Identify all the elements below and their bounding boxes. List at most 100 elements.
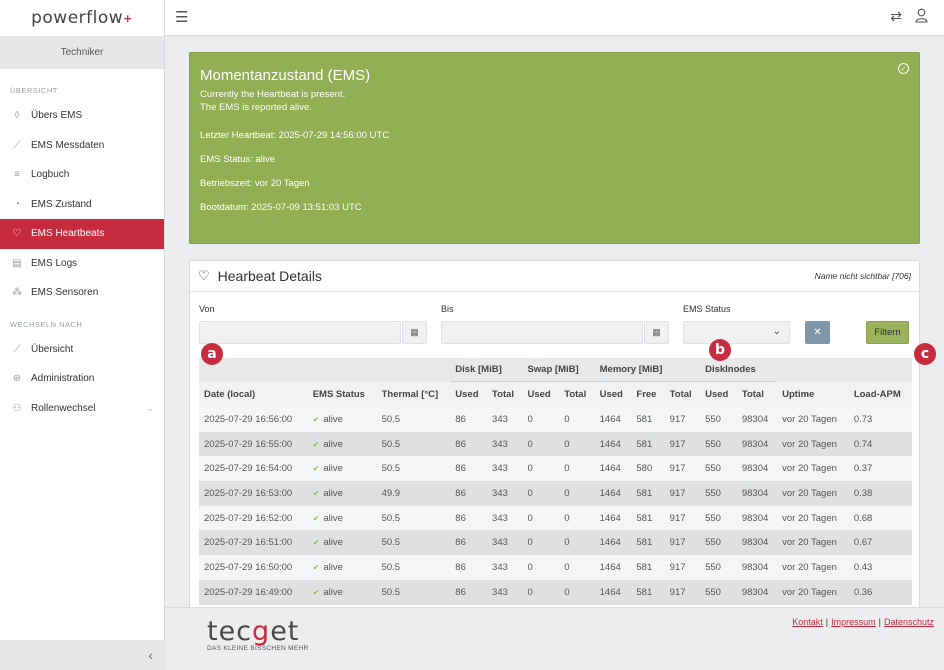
nav-item-rollenwechsel[interactable]: ⚇ Rollenwechsel ⌄ <box>0 394 164 424</box>
table-cell: 0.67 <box>853 537 873 549</box>
table-row: 2025-07-29 16:54:00 ✔ alive 50.5 86 343 0 0 1464… <box>199 456 912 482</box>
table-cell: vor 20 Tagen <box>782 463 837 475</box>
table-cell: 917 <box>669 586 686 598</box>
nav-item-ems-messdaten[interactable]: ⟋ EMS Messdaten <box>0 131 164 161</box>
table-cell: 50.5 <box>381 463 401 475</box>
calendar-icon[interactable]: ▦ <box>644 321 669 344</box>
column-header: EMS Status <box>307 381 377 407</box>
table-cell: ✔ alive <box>308 432 377 457</box>
link-datenschutz[interactable]: Datenschutz <box>883 617 934 627</box>
table-cell: 86 <box>455 413 466 425</box>
nav-item-ems-sensoren[interactable]: ⁂ EMS Sensoren <box>0 278 164 308</box>
table-cell: 550 <box>705 487 721 499</box>
status-text: alive <box>323 413 343 425</box>
table-row: 2025-07-29 16:56:00 ✔ alive 50.5 86 343 0 0 1464… <box>199 407 912 432</box>
device-name: Name nicht sichtbar [706] <box>814 271 911 281</box>
nav-item-uebersicht[interactable]: ⟋ Übersicht <box>0 335 164 365</box>
table-cell: 917 <box>669 512 686 524</box>
section-title-overview: ÜBERSICHT <box>10 86 58 95</box>
user-icon[interactable] <box>915 8 928 26</box>
table-cell: 50.5 <box>381 537 401 549</box>
table-cell: 86 <box>455 487 466 499</box>
gauge-icon: ◔ <box>13 198 21 210</box>
table-cell: 0 <box>564 512 570 524</box>
von-input[interactable] <box>199 321 401 344</box>
link-kontakt[interactable]: Kontakt <box>792 617 823 627</box>
table-cell: 581 <box>636 537 653 549</box>
sidebar: powerflow + Techniker ÜBERSICHT ◊ Übers EM… <box>0 0 165 670</box>
nav-item-administration[interactable]: ⊛ Administration <box>0 364 164 394</box>
column-header: Uptime <box>777 381 849 407</box>
bis-input[interactable] <box>441 321 643 344</box>
logo-text: powerflow <box>31 8 124 28</box>
table-cell: 50.5 <box>381 586 401 598</box>
clear-filter-button[interactable]: ✕ <box>805 321 830 344</box>
check-icon: ✔ <box>312 562 320 572</box>
table-cell: 86 <box>455 561 466 573</box>
nav-label: Logbuch <box>31 169 70 181</box>
table-cell: 917 <box>669 438 686 450</box>
table-cell: ✔ alive <box>308 407 377 432</box>
ems-status-label: EMS Status <box>683 304 731 314</box>
group-header-swap: Swap [MiB] <box>522 358 595 382</box>
table-cell: 86 <box>455 438 466 450</box>
column-header: Date (local) <box>199 381 308 407</box>
table-cell: 2025-07-29 16:49:00 <box>204 586 293 598</box>
nav-item-ems-logs[interactable]: ▤ EMS Logs <box>0 249 164 279</box>
check-icon: ✔ <box>312 513 320 523</box>
status-text: alive <box>323 537 343 549</box>
swap-icon[interactable]: ⇄ <box>890 8 902 24</box>
table-cell: 550 <box>705 463 721 475</box>
table-cell: 1464 <box>599 463 621 475</box>
list-icon: ≡ <box>14 169 20 181</box>
table-cell: 0 <box>564 463 570 475</box>
brand-pre: tec <box>207 616 253 647</box>
table-cell: 0 <box>564 586 570 598</box>
hamburger-menu-icon[interactable]: ☰ <box>175 9 189 26</box>
heartbeat-table: Disk [MiB] Swap [MiB] Memory [MiB] DiskI… <box>199 358 912 605</box>
table-cell: 343 <box>492 463 508 475</box>
bis-label: Bis <box>441 304 454 314</box>
footer-links: Kontakt | Impressum | Datenschutz <box>792 617 934 627</box>
table-row: 2025-07-29 16:55:00 ✔ alive 50.5 86 343 0 0 1464… <box>199 431 912 457</box>
status-text: alive <box>323 512 343 524</box>
tecget-logo: tecget DAS KLEINE BISSCHEN MEHR <box>207 616 308 652</box>
table-cell: 343 <box>492 586 508 598</box>
calendar-icon[interactable]: ▦ <box>402 321 427 344</box>
table-cell: 86 <box>455 586 466 598</box>
filter-button[interactable]: Filtern <box>866 321 909 344</box>
table-cell: ✔ alive <box>308 555 377 580</box>
table-cell: vor 20 Tagen <box>782 586 837 598</box>
table-cell: 0.36 <box>853 586 873 598</box>
nav-item-uebers-ems[interactable]: ◊ Übers EMS <box>0 101 164 131</box>
nav-item-ems-heartbeats[interactable]: ♡ EMS Heartbeats <box>0 219 164 249</box>
table-cell: 343 <box>492 438 508 450</box>
details-header: ♡ Hearbeat Details Name nicht sichtbar [… <box>190 261 919 292</box>
table-row: 2025-07-29 16:50:00 ✔ alive 50.5 86 343 0 0 1464… <box>199 555 912 580</box>
document-icon: ▤ <box>12 257 22 269</box>
table-cell: 0 <box>527 561 533 573</box>
sidebar-collapse-button[interactable]: ‹ <box>0 640 165 670</box>
status-title: Momentanzustand (EMS) <box>200 67 371 84</box>
app-logo[interactable]: powerflow + <box>0 0 164 36</box>
column-header: Used <box>594 381 632 407</box>
heart-icon: ♡ <box>198 268 210 283</box>
nav-label: Übers EMS <box>31 110 83 122</box>
logo-plus: + <box>123 11 133 25</box>
table-cell: 98304 <box>741 413 769 425</box>
top-header: ☰ ⇄ <box>165 0 944 36</box>
nav-item-ems-zustand[interactable]: ◔ EMS Zustand <box>0 190 164 220</box>
nav-label: Rollenwechsel <box>31 402 96 414</box>
table-cell: 50.5 <box>381 413 401 425</box>
table-cell: vor 20 Tagen <box>782 561 837 573</box>
table-cell: 550 <box>705 512 721 524</box>
group-header-diskinodes: DiskInodes <box>700 358 778 382</box>
table-cell: 2025-07-29 16:50:00 <box>204 561 293 573</box>
sensor-icon: ⁂ <box>12 287 22 299</box>
status-text: alive <box>323 487 343 499</box>
nav-item-logbuch[interactable]: ≡ Logbuch <box>0 160 164 190</box>
ems-status-select[interactable]: ⌄ <box>683 321 790 344</box>
check-icon: ✔ <box>312 488 320 498</box>
table-cell: 0 <box>527 413 533 425</box>
link-impressum[interactable]: Impressum <box>831 617 876 627</box>
